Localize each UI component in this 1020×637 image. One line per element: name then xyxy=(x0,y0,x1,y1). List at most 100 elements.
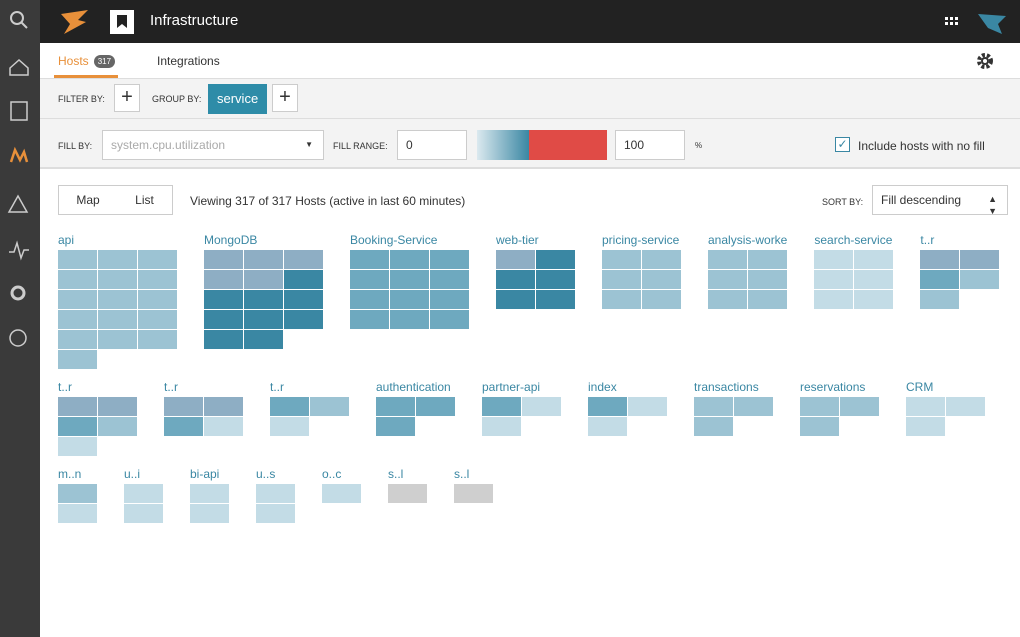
host-tile[interactable] xyxy=(284,310,323,329)
host-tile[interactable] xyxy=(58,350,97,369)
host-tile[interactable] xyxy=(204,397,243,416)
host-tile[interactable] xyxy=(920,250,960,269)
sort-select[interactable]: Fill descending ▲ ▼ xyxy=(872,185,1008,216)
host-tile[interactable] xyxy=(164,417,203,436)
host-tile[interactable] xyxy=(256,484,295,503)
host-tile[interactable] xyxy=(244,290,283,309)
host-tile[interactable] xyxy=(390,290,429,309)
host-tile[interactable] xyxy=(310,397,349,416)
host-tile[interactable] xyxy=(388,484,427,503)
host-tile[interactable] xyxy=(164,397,203,416)
host-tile[interactable] xyxy=(244,250,283,269)
range-min[interactable]: 0 xyxy=(397,130,467,160)
host-tile[interactable] xyxy=(814,270,854,289)
host-tile[interactable] xyxy=(854,270,894,289)
host-tile[interactable] xyxy=(204,270,243,289)
host-tile[interactable] xyxy=(322,484,361,503)
host-tile[interactable] xyxy=(642,270,681,289)
host-tile[interactable] xyxy=(430,290,469,309)
host-tile[interactable] xyxy=(840,397,879,416)
host-tile[interactable] xyxy=(708,290,747,309)
view-map[interactable]: Map xyxy=(58,185,118,215)
host-tile[interactable] xyxy=(536,250,575,269)
host-tile[interactable] xyxy=(284,270,323,289)
host-tile[interactable] xyxy=(98,330,137,349)
host-tile[interactable] xyxy=(496,250,535,269)
host-tile[interactable] xyxy=(58,504,97,523)
host-tile[interactable] xyxy=(628,397,667,416)
host-tile[interactable] xyxy=(694,397,733,416)
host-tile[interactable] xyxy=(58,484,97,503)
host-tile[interactable] xyxy=(854,250,894,269)
host-tile[interactable] xyxy=(284,290,323,309)
host-tile[interactable] xyxy=(244,330,283,349)
host-tile[interactable] xyxy=(906,417,945,436)
host-tile[interactable] xyxy=(58,330,97,349)
view-list[interactable]: List xyxy=(117,185,173,215)
host-tile[interactable] xyxy=(416,397,455,416)
host-tile[interactable] xyxy=(734,397,773,416)
host-tile[interactable] xyxy=(244,270,283,289)
tab[interactable]: Integrations xyxy=(157,54,220,68)
host-tile[interactable] xyxy=(906,397,945,416)
host-tile[interactable] xyxy=(748,270,787,289)
host-tile[interactable] xyxy=(350,270,389,289)
host-tile[interactable] xyxy=(98,270,137,289)
host-tile[interactable] xyxy=(430,270,469,289)
host-tile[interactable] xyxy=(204,417,243,436)
host-tile[interactable] xyxy=(138,250,177,269)
host-tile[interactable] xyxy=(800,417,839,436)
host-tile[interactable] xyxy=(602,250,641,269)
host-tile[interactable] xyxy=(376,417,415,436)
host-tile[interactable] xyxy=(270,397,309,416)
host-tile[interactable] xyxy=(390,310,429,329)
host-tile[interactable] xyxy=(482,397,521,416)
host-tile[interactable] xyxy=(588,397,627,416)
host-tile[interactable] xyxy=(708,270,747,289)
host-tile[interactable] xyxy=(708,250,747,269)
top-icons[interactable] xyxy=(940,12,1015,38)
host-tile[interactable] xyxy=(960,250,1000,269)
host-tile[interactable] xyxy=(496,290,535,309)
metric-select[interactable]: system.cpu.utilization ▼ xyxy=(102,130,324,160)
settings-icon[interactable] xyxy=(975,51,995,71)
host-tile[interactable] xyxy=(588,417,627,436)
host-tile[interactable] xyxy=(98,417,137,436)
host-tile[interactable] xyxy=(204,330,243,349)
host-tile[interactable] xyxy=(284,250,323,269)
host-tile[interactable] xyxy=(98,290,137,309)
host-tile[interactable] xyxy=(138,330,177,349)
tab[interactable]: Hosts 317 xyxy=(58,54,116,68)
add-group[interactable]: + xyxy=(272,84,298,112)
host-tile[interactable] xyxy=(138,290,177,309)
host-tile[interactable] xyxy=(124,504,163,523)
host-tile[interactable] xyxy=(138,270,177,289)
host-tile[interactable] xyxy=(270,417,309,436)
host-tile[interactable] xyxy=(454,484,493,503)
host-tile[interactable] xyxy=(124,484,163,503)
host-tile[interactable] xyxy=(350,250,389,269)
host-tile[interactable] xyxy=(430,310,469,329)
host-tile[interactable] xyxy=(58,290,97,309)
host-tile[interactable] xyxy=(204,250,243,269)
host-tile[interactable] xyxy=(58,250,97,269)
host-tile[interactable] xyxy=(536,270,575,289)
host-tile[interactable] xyxy=(58,270,97,289)
host-tile[interactable] xyxy=(204,290,243,309)
host-tile[interactable] xyxy=(748,250,787,269)
host-tile[interactable] xyxy=(350,310,389,329)
host-tile[interactable] xyxy=(98,250,137,269)
host-tile[interactable] xyxy=(602,270,641,289)
host-tile[interactable] xyxy=(256,504,295,523)
host-tile[interactable] xyxy=(98,397,137,416)
host-tile[interactable] xyxy=(190,504,229,523)
host-tile[interactable] xyxy=(58,310,97,329)
host-tile[interactable] xyxy=(642,250,681,269)
host-tile[interactable] xyxy=(138,310,177,329)
host-tile[interactable] xyxy=(946,397,985,416)
host-tile[interactable] xyxy=(854,290,894,309)
host-tile[interactable] xyxy=(748,290,787,309)
add-filter[interactable]: + xyxy=(114,84,140,112)
host-tile[interactable] xyxy=(482,417,521,436)
host-tile[interactable] xyxy=(390,270,429,289)
